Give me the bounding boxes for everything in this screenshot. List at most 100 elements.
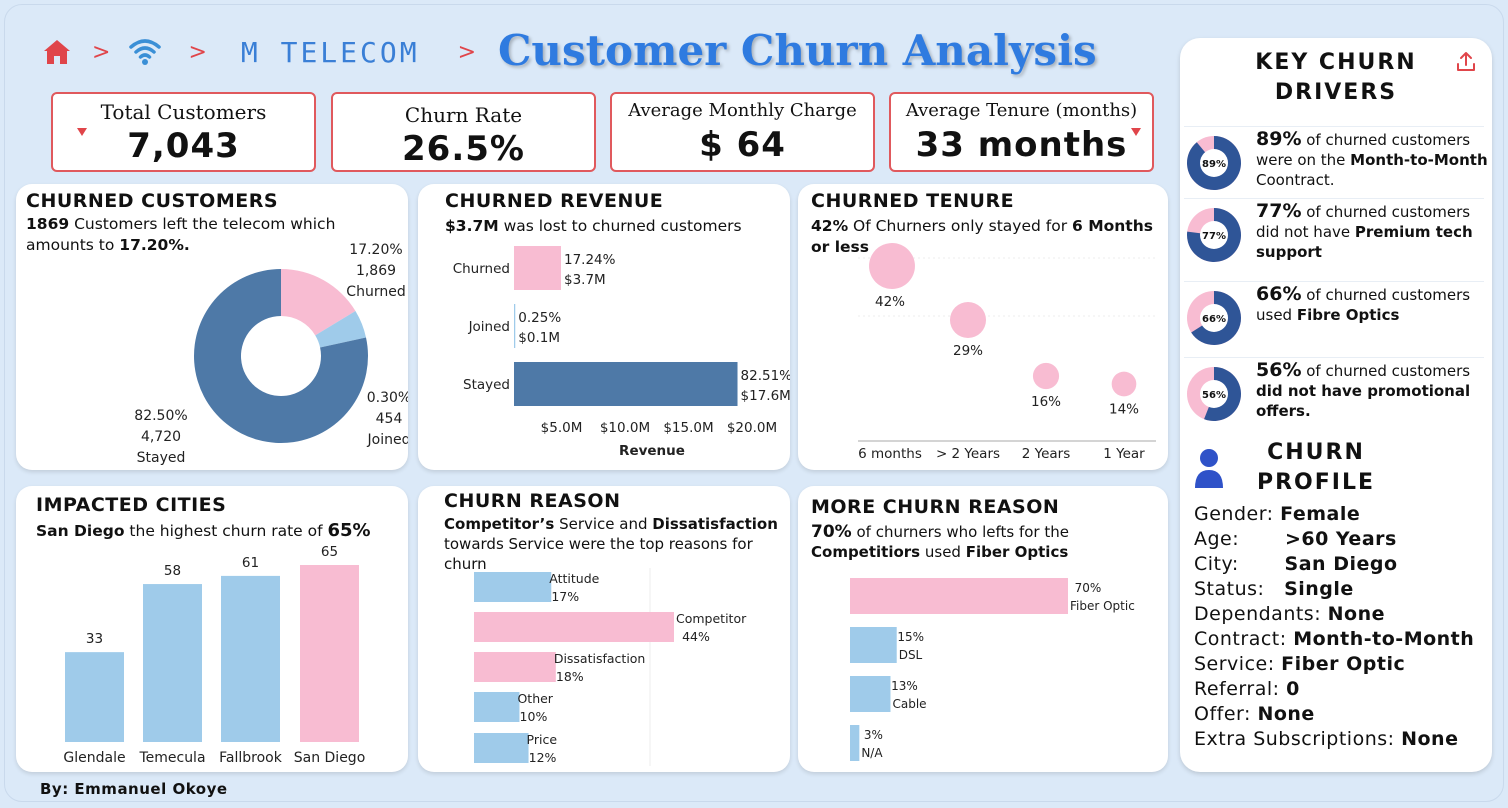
subtitle-highlight: 70%	[811, 522, 852, 542]
breadcrumb: > > M TELECOM >	[40, 32, 494, 72]
filter-indicator-icon[interactable]	[1131, 128, 1141, 136]
wifi-icon[interactable]	[128, 35, 162, 69]
key-driver-desc: of churned customers were on the	[1256, 131, 1471, 169]
subtitle-highlight: San Diego	[36, 522, 125, 540]
side-panel: KEY CHURN DRIVERS 89% 89% of churned cust…	[1180, 38, 1492, 772]
card-subtitle: 70% of churners who lefts for the Compet…	[811, 522, 1151, 562]
card-churned-tenure: CHURNED TENURE 42% Of Churners only stay…	[798, 184, 1168, 470]
home-icon[interactable]	[40, 37, 74, 67]
filter-indicator-icon[interactable]	[77, 128, 87, 136]
reason-bar-attitude	[474, 572, 552, 602]
subtitle-highlight: Competitor’s	[444, 515, 555, 533]
breadcrumb-separator: >	[92, 39, 111, 65]
key-driver-ring-chart: 66%	[1187, 291, 1241, 345]
city-value-label: 65	[321, 544, 338, 560]
key-driver-highlight: did not have promotional offers.	[1256, 382, 1471, 420]
profile-value: Female	[1280, 503, 1361, 525]
kpi-label: Total Customers	[100, 100, 267, 124]
key-driver-desc: of churned customers used	[1256, 286, 1471, 324]
subtitle-text: of churners who lefts for the	[851, 523, 1069, 541]
reason-value-label: 12%	[529, 750, 557, 765]
subtitle-highlight: 17.20%.	[119, 236, 190, 254]
key-driver-text: 56% of churned customers did not have pr…	[1256, 360, 1492, 421]
profile-value: 0	[1286, 678, 1300, 700]
subtitle-text: towards Service were the top reasons for…	[444, 535, 753, 573]
key-driver-ring-hole	[1200, 149, 1228, 177]
revenue-x-axis-label: Revenue	[619, 443, 685, 459]
more-reason-category-label: Fiber Optic	[1070, 599, 1135, 613]
tenure-value-label: 14%	[1109, 401, 1139, 417]
donut-pct-label: 82.50%	[134, 408, 187, 424]
donut-slice-churned	[281, 269, 356, 336]
more-churn-reason-bar-chart: 70% Fiber Optic 15% DSL 13% Cable 3% N/A	[850, 578, 1135, 761]
profile-key: Contract:	[1194, 628, 1294, 650]
more-reason-bar-cable	[850, 676, 891, 712]
reason-bar-dissatisfaction	[474, 652, 556, 682]
card-more-churn-reason: MORE CHURN REASON 70% of churners who le…	[798, 486, 1168, 772]
revenue-pct-label: 17.24%	[564, 252, 616, 268]
profile-value: Fiber Optic	[1281, 653, 1406, 675]
revenue-value-label: $17.6M	[741, 388, 790, 404]
reason-category-label: Dissatisfaction	[554, 651, 646, 666]
donut-count-label: 454	[376, 411, 403, 427]
donut-count-label: 1,869	[356, 263, 396, 279]
revenue-bar-joined	[514, 304, 516, 348]
donut-pct-label: 17.20%	[349, 242, 402, 258]
profile-row: Service: Fiber Optic	[1194, 652, 1474, 677]
revenue-x-tick: $15.0M	[663, 420, 713, 436]
more-reason-value-label: 15%	[897, 630, 924, 644]
profile-row: City: San Diego	[1194, 552, 1474, 577]
profile-value: Month-to-Month	[1293, 628, 1475, 650]
tenure-value-label: 42%	[875, 294, 905, 310]
churn-reason-bar-chart: Attitude 17% Competitor 44% Dissatisfaction 1…	[474, 568, 747, 766]
tenure-x-tick: > 2 Years	[936, 446, 1000, 462]
churn-profile-title-line: CHURN	[1267, 440, 1365, 465]
profile-key: Service:	[1194, 653, 1282, 675]
card-impacted-cities: IMPACTED CITIES San Diego the highest ch…	[16, 486, 408, 772]
more-reason-category-label: N/A	[861, 746, 883, 760]
card-subtitle: 42% Of Churners only stayed for 6 Months…	[811, 216, 1167, 258]
reason-bar-competitor	[474, 612, 674, 642]
tenure-x-tick: 2 Years	[1022, 446, 1071, 462]
donut-count-label: 4,720	[141, 429, 181, 445]
key-driver-text: 66% of churned customers used Fibre Opti…	[1256, 284, 1492, 325]
reason-value-label: 44%	[682, 629, 710, 644]
churned-tenure-bubble-chart: 42% 6 months 29% > 2 Years 16% 2 Years 14% 1 Ye…	[858, 243, 1156, 462]
profile-key: Dependants:	[1194, 603, 1328, 625]
tenure-value-label: 16%	[1031, 394, 1061, 410]
card-churned-revenue: CHURNED REVENUE $3.7M was lost to churne…	[418, 184, 790, 470]
subtitle-highlight: 1869	[26, 215, 70, 233]
profile-key: Offer:	[1194, 703, 1258, 725]
city-x-tick: Glendale	[63, 750, 125, 766]
profile-value: San Diego	[1284, 553, 1398, 575]
more-reason-bar-fiberoptic	[850, 578, 1068, 614]
key-drivers-title-line: KEY CHURN	[1255, 50, 1417, 75]
card-subtitle: Competitor’s Service and Dissatisfaction…	[444, 514, 788, 574]
tenure-x-tick: 6 months	[858, 446, 922, 462]
subtitle-text: was lost to churned customers	[498, 217, 742, 235]
profile-value: >60 Years	[1284, 528, 1397, 550]
churned-customers-donut-chart: 17.20% 1,869 Churned 0.30% 454 Joined 82.50% 4,…	[134, 242, 408, 466]
key-driver-ring-hole	[1200, 221, 1228, 249]
kpi-label: Average Monthly Charge	[628, 100, 857, 121]
brand-name[interactable]: M TELECOM	[240, 35, 420, 69]
revenue-bar-stayed	[514, 362, 738, 406]
reason-bar-other	[474, 692, 520, 722]
kpi-value: $ 64	[699, 125, 786, 165]
reason-value-label: 18%	[556, 669, 584, 684]
key-driver-pct: 56%	[1256, 359, 1302, 381]
breadcrumb-separator: >	[188, 39, 207, 65]
tenure-bubble	[1111, 371, 1137, 397]
profile-row: Age: >60 Years	[1194, 527, 1474, 552]
key-driver-ring-label: 89%	[1202, 159, 1226, 170]
subtitle-highlight: 6 Months or less	[811, 217, 1153, 256]
more-reason-bar-dsl	[850, 627, 897, 663]
profile-value: None	[1401, 728, 1459, 750]
more-reason-bar-na	[850, 725, 860, 761]
key-driver-pct: 66%	[1256, 283, 1302, 305]
card-title: CHURN REASON	[444, 490, 621, 512]
subtitle-highlight: $3.7M	[445, 217, 499, 235]
share-icon[interactable]	[1454, 50, 1478, 74]
key-driver-highlight: Premium tech support	[1256, 223, 1473, 261]
donut-category-label: Stayed	[137, 450, 186, 466]
